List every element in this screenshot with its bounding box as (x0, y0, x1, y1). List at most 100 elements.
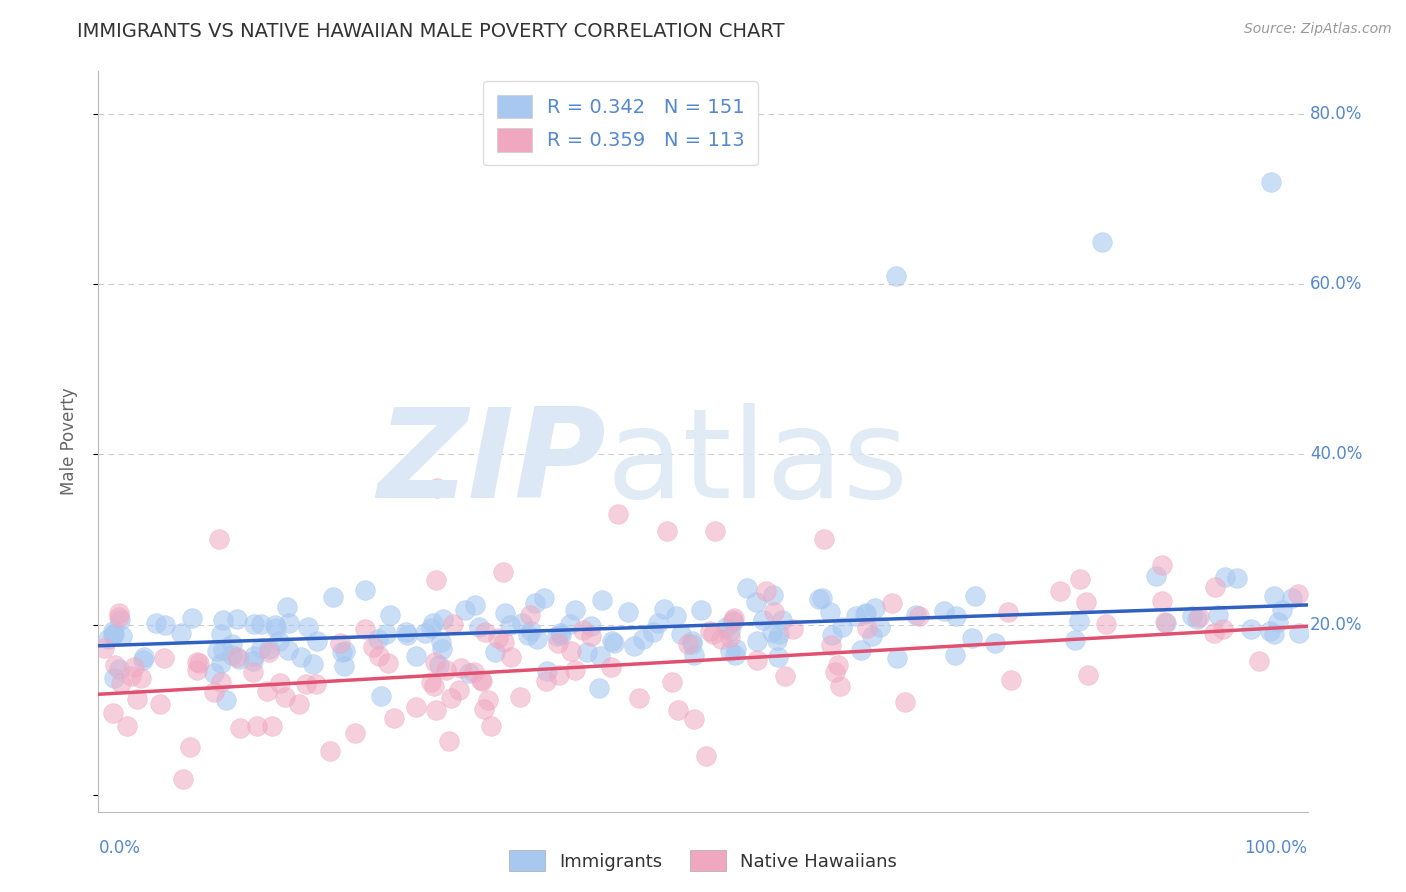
Point (983, 636, 1005, 650)
Point (520, 624, 543, 639)
Point (354, 622, 377, 636)
Point (1153, 615, 1175, 629)
Point (458, 665, 481, 680)
Point (134, 650, 156, 665)
Point (432, 642, 454, 657)
Text: IMMIGRANTS VS NATIVE HAWAIIAN MALE POVERTY CORRELATION CHART: IMMIGRANTS VS NATIVE HAWAIIAN MALE POVER… (77, 22, 785, 41)
Point (242, 654, 264, 668)
Point (755, 583, 778, 598)
Point (770, 613, 793, 627)
Point (188, 657, 211, 671)
Point (186, 655, 208, 669)
Point (434, 663, 457, 677)
Point (821, 627, 844, 641)
Point (1181, 608, 1204, 623)
Point (333, 644, 356, 658)
Point (669, 627, 692, 641)
Point (186, 663, 208, 677)
Point (519, 608, 541, 623)
Point (499, 618, 522, 632)
Point (127, 692, 149, 706)
Text: 100.0%: 100.0% (1244, 839, 1308, 857)
Point (277, 615, 299, 630)
Point (155, 618, 177, 632)
Point (242, 616, 264, 631)
Point (101, 624, 124, 638)
Point (425, 573, 447, 587)
Point (205, 644, 228, 658)
Point (477, 693, 499, 707)
Point (305, 677, 328, 691)
Point (1154, 615, 1177, 630)
Point (665, 608, 688, 623)
Point (1226, 571, 1249, 585)
Point (367, 632, 389, 646)
Point (425, 703, 447, 717)
Point (724, 642, 747, 657)
Legend: Immigrants, Native Hawaiians: Immigrants, Native Hawaiians (502, 843, 904, 879)
Point (243, 649, 266, 664)
Point (264, 618, 287, 632)
Point (322, 591, 344, 605)
Point (153, 651, 176, 665)
Point (945, 609, 967, 624)
Point (209, 675, 232, 690)
Point (131, 653, 153, 667)
Point (943, 648, 966, 662)
Point (277, 643, 299, 657)
Point (382, 711, 405, 725)
Point (820, 638, 842, 652)
Point (1144, 569, 1167, 583)
Point (547, 636, 569, 650)
Point (1000, 673, 1022, 688)
Point (534, 673, 557, 688)
Point (851, 643, 873, 657)
Point (702, 627, 724, 641)
Point (602, 635, 624, 649)
Point (1212, 623, 1234, 637)
Point (486, 631, 509, 645)
Point (307, 634, 329, 648)
Point (710, 632, 733, 647)
Point (546, 629, 568, 643)
Point (1064, 633, 1087, 648)
Point (1069, 572, 1091, 586)
Point (149, 698, 172, 712)
Point (1281, 591, 1303, 606)
Point (129, 671, 152, 685)
Point (108, 610, 131, 624)
Point (1049, 584, 1071, 599)
Point (880, 596, 903, 610)
Point (689, 603, 711, 617)
Point (576, 645, 599, 659)
Point (426, 481, 449, 495)
Point (752, 613, 775, 627)
Point (761, 625, 783, 640)
Point (295, 677, 318, 691)
Point (721, 613, 744, 627)
Point (723, 611, 745, 625)
Point (494, 606, 516, 620)
Point (257, 645, 280, 659)
Point (145, 615, 167, 630)
Point (548, 626, 571, 640)
Point (932, 604, 955, 618)
Point (699, 624, 721, 638)
Point (1094, 616, 1116, 631)
Point (492, 634, 515, 648)
Point (405, 649, 427, 664)
Point (683, 648, 706, 662)
Point (103, 671, 125, 685)
Point (647, 615, 669, 630)
Point (420, 675, 443, 690)
Point (1260, 175, 1282, 189)
Point (181, 611, 204, 625)
Point (863, 601, 886, 615)
Point (499, 649, 522, 664)
Point (361, 640, 384, 655)
Point (472, 702, 495, 716)
Point (600, 634, 623, 648)
Point (1267, 615, 1289, 629)
Point (765, 633, 787, 648)
Point (1091, 235, 1114, 249)
